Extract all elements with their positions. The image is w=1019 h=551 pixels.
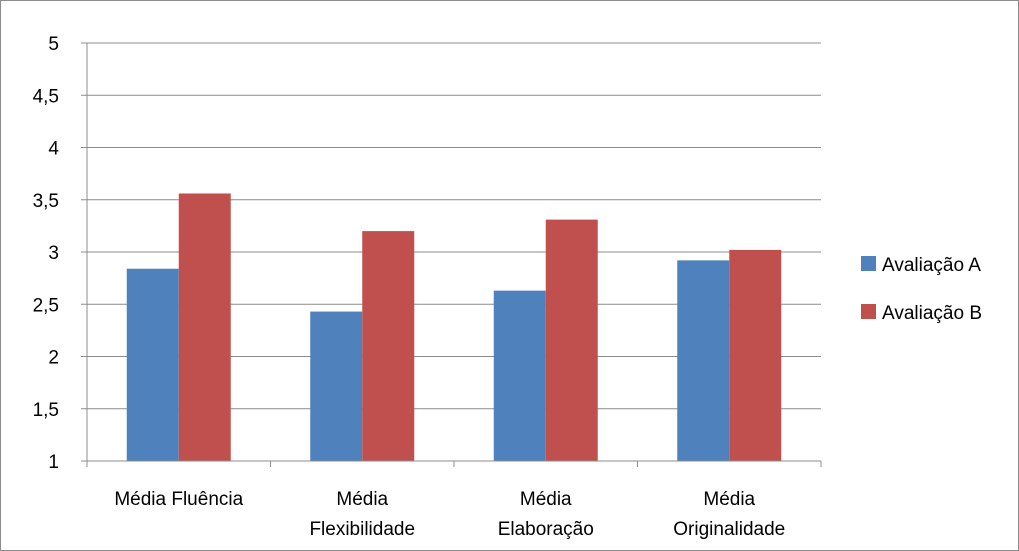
category-label: Média Fluência xyxy=(114,489,243,510)
bar-avaliacao-b xyxy=(729,249,782,461)
y-tick-label: 2,5 xyxy=(33,295,59,316)
legend-swatch xyxy=(861,256,876,271)
y-tick-label: 4 xyxy=(48,139,59,160)
bar-avaliacao-a xyxy=(310,311,363,461)
y-tick-label: 3 xyxy=(48,243,59,264)
legend-label: Avaliação A xyxy=(882,255,981,276)
category-label: Média xyxy=(703,489,755,510)
y-tick-labels: 1 1,5 2 2,5 3 3,5 4 4,5 5 xyxy=(33,34,60,473)
category-label: Flexibilidade xyxy=(309,519,415,540)
bar-avaliacao-b xyxy=(362,231,415,461)
category-label: Média xyxy=(336,489,388,510)
category-label: Originalidade xyxy=(673,519,785,540)
y-tick-label: 4,5 xyxy=(33,86,59,107)
y-tick-label: 2 xyxy=(48,348,59,369)
y-tick-label: 1 xyxy=(48,452,59,473)
legend-swatch xyxy=(861,304,876,319)
category-labels: Média Fluência Média Flexibilidade Média Ela… xyxy=(114,489,785,540)
y-tick-label: 5 xyxy=(48,34,59,55)
bar-avaliacao-b xyxy=(178,193,231,462)
y-tick-label: 1,5 xyxy=(33,400,59,421)
axes xyxy=(81,42,822,467)
legend-label: Avaliação B xyxy=(882,303,982,324)
bar-avaliacao-a xyxy=(493,290,546,461)
category-label: Elaboração xyxy=(498,519,594,540)
y-tick-label: 3,5 xyxy=(33,191,59,212)
category-label: Média xyxy=(520,489,572,510)
bar-avaliacao-a xyxy=(126,268,179,461)
bar-avaliacao-a xyxy=(677,260,730,461)
bar-avaliacao-b xyxy=(545,219,598,461)
legend: Avaliação A Avaliação B xyxy=(861,255,982,324)
bars xyxy=(126,193,782,462)
